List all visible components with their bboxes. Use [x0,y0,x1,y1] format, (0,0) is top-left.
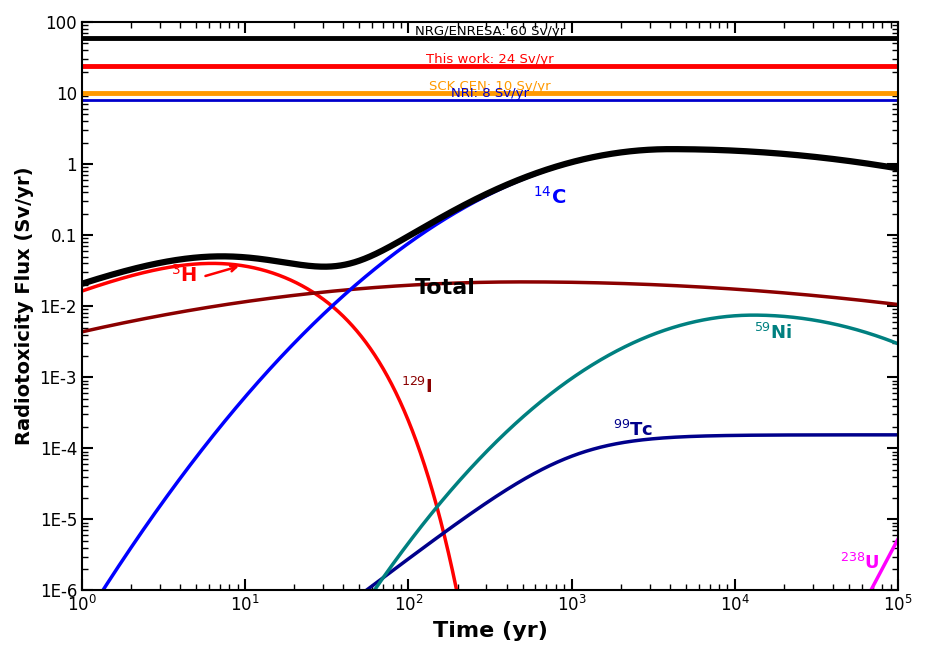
Text: $^{3}$H: $^{3}$H [171,264,197,286]
Text: $^{129}$I: $^{129}$I [400,377,432,397]
Text: $^{238}$U: $^{238}$U [839,553,879,573]
Text: NRG/ENRESA: 60 Sv/yr: NRG/ENRESA: 60 Sv/yr [414,25,565,38]
Text: This work: 24 Sv/yr: This work: 24 Sv/yr [425,53,553,66]
X-axis label: Time (yr): Time (yr) [432,621,547,641]
Text: NRI: 8 Sv/yr: NRI: 8 Sv/yr [451,87,528,100]
Text: $^{59}$Ni: $^{59}$Ni [753,323,791,342]
Text: $^{14}$C: $^{14}$C [532,186,565,207]
Text: $^{99}$Tc: $^{99}$Tc [613,420,653,440]
Text: SCK CEN: 10 Sv/yr: SCK CEN: 10 Sv/yr [429,80,551,93]
Text: Total: Total [414,277,476,298]
Y-axis label: Radiotoxicity Flux (Sv/yr): Radiotoxicity Flux (Sv/yr) [15,167,34,445]
